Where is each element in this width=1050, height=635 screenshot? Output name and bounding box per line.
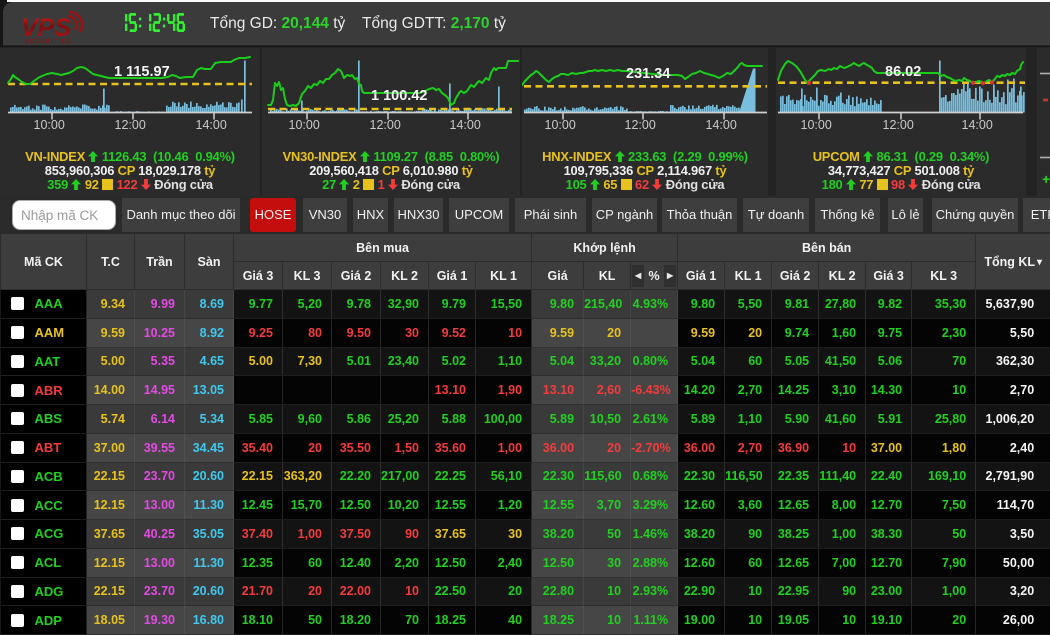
svg-text:VPS: VPS <box>21 14 71 42</box>
svg-text:1 100.42: 1 100.42 <box>371 88 427 104</box>
svg-text:231.34: 231.34 <box>626 66 670 82</box>
svg-text:86.02: 86.02 <box>885 64 921 80</box>
svg-text:+: + <box>1042 171 1050 187</box>
svg-text:SECURITIES: SECURITIES <box>25 39 72 45</box>
svg-text:1 115.97: 1 115.97 <box>114 64 170 80</box>
